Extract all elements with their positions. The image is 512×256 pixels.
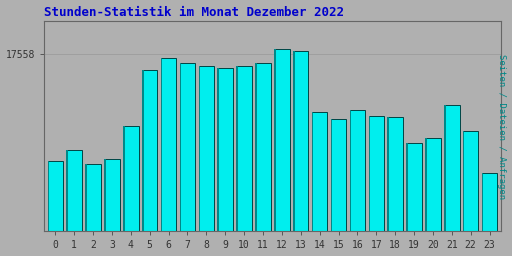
Bar	[463, 131, 464, 256]
Bar	[67, 150, 68, 256]
Bar	[444, 105, 460, 256]
Bar	[482, 173, 497, 256]
Bar	[482, 173, 483, 256]
Bar	[48, 161, 49, 256]
Bar	[218, 68, 233, 256]
Bar	[312, 112, 327, 256]
Y-axis label: Seiten / Dateien / Anfragen: Seiten / Dateien / Anfragen	[498, 54, 506, 199]
Bar	[142, 70, 143, 256]
Bar	[293, 51, 294, 256]
Bar	[86, 164, 87, 256]
Bar	[331, 119, 332, 256]
Bar	[444, 105, 445, 256]
Bar	[218, 68, 219, 256]
Bar	[180, 63, 181, 256]
Bar	[369, 116, 370, 256]
Bar	[331, 119, 346, 256]
Bar	[274, 49, 290, 256]
Bar	[274, 49, 275, 256]
Bar	[199, 66, 200, 256]
Bar	[86, 164, 101, 256]
Bar	[161, 59, 162, 256]
Bar	[255, 63, 271, 256]
Bar	[350, 110, 351, 256]
Bar	[388, 117, 389, 256]
Bar	[369, 116, 384, 256]
Bar	[104, 159, 120, 256]
Bar	[48, 161, 63, 256]
Bar	[425, 138, 426, 256]
Bar	[123, 126, 139, 256]
Bar	[237, 66, 238, 256]
Bar	[293, 51, 309, 256]
Bar	[255, 63, 257, 256]
Bar	[123, 126, 124, 256]
Bar	[407, 143, 422, 256]
Bar	[407, 143, 408, 256]
Bar	[350, 110, 365, 256]
Bar	[388, 117, 403, 256]
Bar	[312, 112, 313, 256]
Bar	[67, 150, 82, 256]
Bar	[237, 66, 252, 256]
Text: Stunden-Statistik im Monat Dezember 2022: Stunden-Statistik im Monat Dezember 2022	[44, 6, 344, 18]
Bar	[180, 63, 195, 256]
Bar	[463, 131, 478, 256]
Bar	[199, 66, 214, 256]
Bar	[161, 59, 176, 256]
Bar	[142, 70, 157, 256]
Bar	[425, 138, 441, 256]
Bar	[104, 159, 106, 256]
